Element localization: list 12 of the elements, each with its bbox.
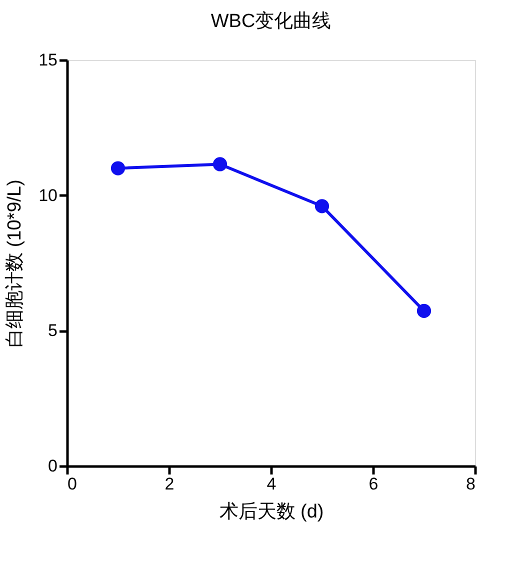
x-tick-label: 8	[466, 474, 476, 494]
y-axis-title: 白细胞计数 (10*9/L)	[4, 180, 26, 348]
y-tick-label: 15	[38, 50, 58, 70]
x-tick-label: 4	[266, 474, 276, 494]
y-tick-label: 0	[48, 456, 58, 476]
y-tick-label: 10	[38, 186, 58, 205]
y-tick-label: 5	[48, 321, 58, 340]
x-axis-title: 术后天数 (d)	[219, 502, 324, 522]
chart-title: WBC变化曲线	[210, 10, 332, 32]
x-tick-label: 2	[164, 474, 174, 494]
x-tick-label: 0	[68, 474, 77, 494]
x-tick-label: 6	[368, 474, 378, 494]
